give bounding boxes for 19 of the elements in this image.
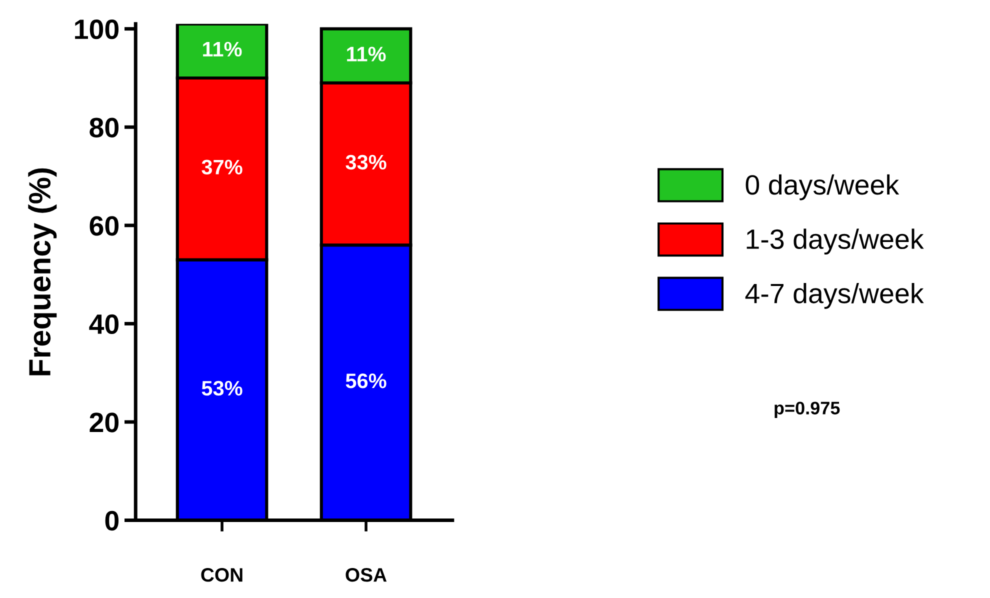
y-tick-label: 40 [89, 314, 119, 334]
data-label: 33% [346, 154, 386, 170]
x-tick-label: CON [201, 568, 242, 582]
legend-label: 0 days/week [746, 174, 900, 200]
x-tick-label: OSA [346, 568, 387, 582]
legend-label: 1-3 days/week [746, 228, 924, 255]
data-label: 37% [202, 160, 242, 175]
legend-label: 4-7 days/week [745, 282, 924, 309]
text: p=0.975 [774, 402, 840, 418]
data-label: 11% [203, 42, 242, 56]
y-tick-label: 20 [90, 412, 119, 432]
y-tick-label: 80 [90, 118, 119, 138]
y-axis-title: Frequency (%) [28, 168, 57, 376]
data-label: 11% [347, 46, 386, 62]
y-tick-label: 0 [105, 510, 119, 531]
y-tick-label: 60 [90, 216, 119, 236]
data-label: 53% [202, 380, 242, 396]
y-tick-label: 100 [75, 20, 119, 40]
data-label: 56% [346, 374, 386, 388]
